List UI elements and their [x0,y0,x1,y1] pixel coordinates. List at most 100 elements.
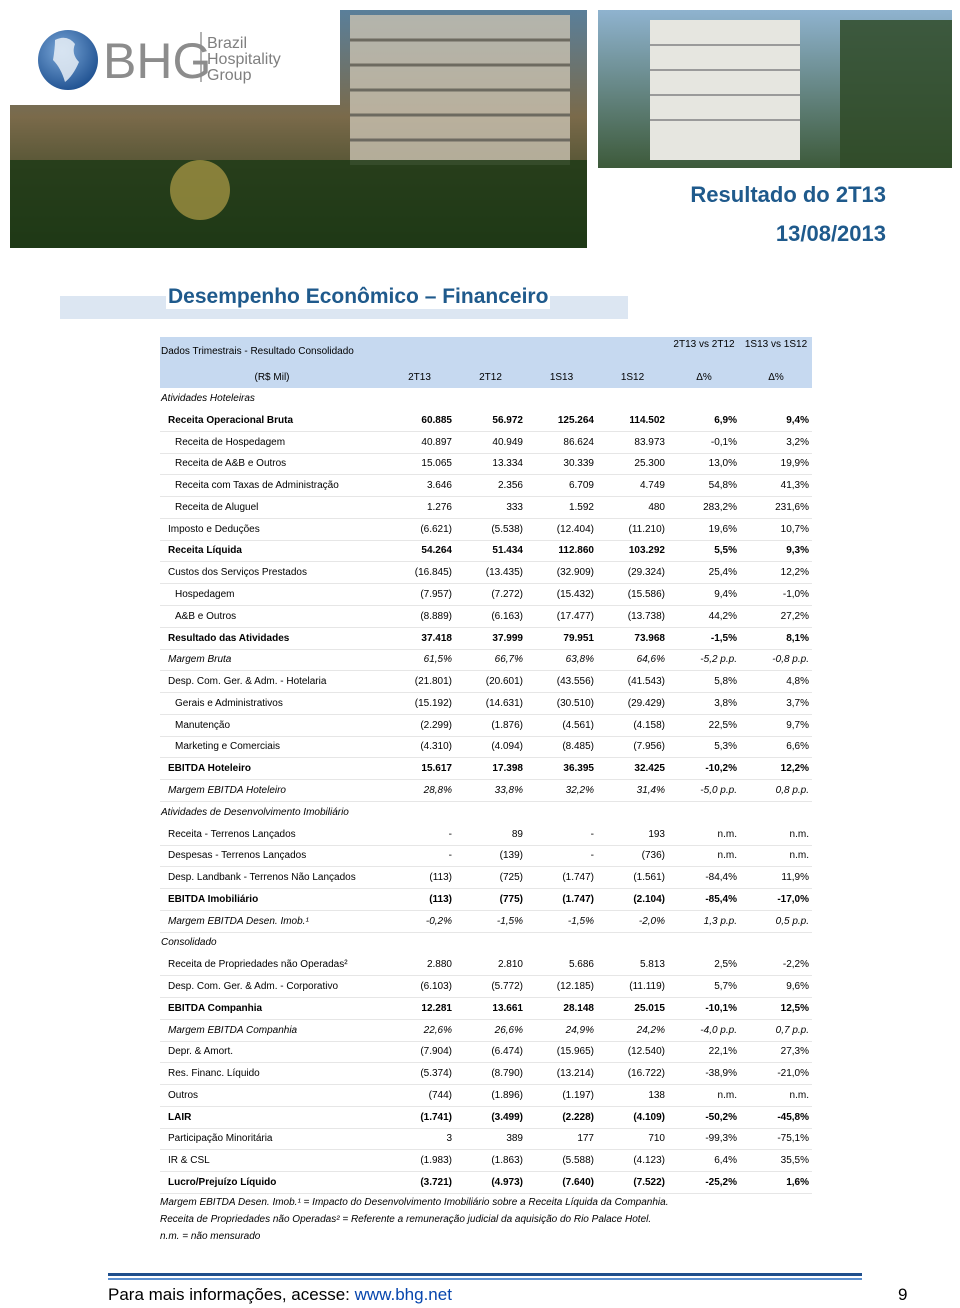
row-label: IR & CSL [168,1155,210,1167]
table-row: Receita de A&B e Outros 15.065 13.334 30.33… [160,453,812,476]
cell: (14.631) [485,697,523,709]
cell: 389 [506,1133,523,1145]
cell: (43.556) [556,676,594,688]
row-label: EBITDA Hoteleiro [168,763,251,775]
row-label: Receita de Aluguel [175,501,259,513]
note: Receita de Propriedades não Operadas² = … [160,1214,652,1225]
cell: 63,8% [565,654,594,666]
cell: 2.810 [497,959,523,971]
cell: 25.015 [634,1002,665,1014]
cell: 28,8% [423,785,452,796]
cell: -10,2% [705,763,737,775]
cell: -84,4% [705,872,737,884]
table-row: Lucro/Prejuízo Líquido (3.721) (4.973) (7.6… [160,1172,812,1194]
logo-line: Group [207,67,252,84]
cell: -5,0 p.p. [700,785,737,796]
cell: (30.510) [556,697,594,709]
table-row: Despesas - Terrenos Lançados - (139) - (736)… [160,845,812,868]
cell: n.m. [789,1089,809,1101]
table-row: Receita de Propriedades não Operadas² 2.8… [160,954,812,977]
page-number: 9 [898,1285,908,1304]
cell: (6.163) [491,610,523,622]
cell: (7.904) [420,1046,452,1058]
table-row: Res. Financ. Líquido (5.374) (8.790) (13.21… [160,1063,812,1086]
cell: 8,1% [786,632,809,644]
section-title: Desempenho Econômico – Financeiro [166,285,551,309]
row-label: Receita com Taxas de Administração [175,480,339,492]
cell: -75,1% [777,1133,809,1145]
cell: - [448,850,452,862]
cell: 31,4% [636,785,665,796]
cell: (13.435) [485,567,523,579]
column-header: 2T13 [408,372,431,383]
row-label: Receita de Hospedagem [175,436,286,448]
cell: 4,8% [786,676,809,688]
table-row: Margem Bruta 61,5% 66,7% 63,8% 64,6% -5,2 p.p… [160,649,812,672]
cell: 5,7% [714,981,737,992]
row-label: Receita - Terrenos Lançados [168,828,296,840]
cell: 24,2% [636,1024,665,1036]
cell: 60.885 [421,414,452,426]
cell: -25,2% [705,1177,737,1188]
table-row: EBITDA Companhia 12.281 13.661 28.148 25.015… [160,998,812,1020]
cell: -50,2% [705,1111,737,1123]
footer-rule [108,1273,862,1276]
cell: 9,3% [786,545,809,557]
cell: 61,5% [423,654,452,666]
cell: 15.617 [421,763,452,775]
table-row: EBITDA Hoteleiro 15.617 17.398 36.395 32.425… [160,758,812,781]
cell: (17.477) [556,610,594,622]
cell: (2.228) [562,1111,594,1123]
cell: 11,9% [781,872,809,884]
table-header [160,337,812,388]
cell: (1.747) [562,893,594,905]
cell: -0,1% [710,436,737,448]
cell: -1,5% [567,915,594,927]
footer-link[interactable]: www.bhg.net [354,1285,452,1304]
cell: (139) [499,850,523,862]
cell: -17,0% [777,893,809,905]
table-row: A&B e Outros (8.889) (6.163) (17.477) (13.73… [160,606,812,628]
row-label: Consolidado [161,937,217,949]
cell: 5,3% [714,741,737,753]
cell: 2.880 [426,959,452,971]
cell: 5.686 [568,959,594,971]
cell: 22,5% [708,719,737,731]
logo-line: Hospitality [207,51,281,68]
cell: 37.418 [421,632,452,644]
cell: 3,8% [714,697,737,709]
cell: n.m. [717,828,737,840]
report-date: 13/08/2013 [775,221,886,246]
cell: -1,5% [496,915,523,927]
cell: (4.310) [420,741,452,753]
cell: -10,1% [705,1002,737,1014]
cell: (1.561) [633,872,665,884]
cell: 0,5 p.p. [775,915,809,927]
cell: 12.281 [421,1002,452,1014]
cell: (744) [428,1089,452,1101]
cell: 13,0% [708,458,737,470]
row-label: Depr. & Amort. [168,1046,234,1058]
cell: (7.272) [491,589,523,600]
cell: 3.646 [426,480,452,492]
table-row: Receita Líquida 54.264 51.434 112.860 103.29… [160,540,812,563]
table-row: Hospedagem (7.957) (7.272) (15.432) (15.586)… [160,584,812,606]
row-label: Margem EBITDA Hoteleiro [168,785,286,796]
logo-mark: BHG [103,33,211,89]
row-label: Desp. Com. Ger. & Adm. - Corporativo [168,981,339,992]
cell: (11.210) [628,523,665,535]
cell: 19,9% [780,458,809,470]
cell: 22,6% [423,1024,452,1036]
table-row: Margem EBITDA Desen. Imob.¹ -0,2% -1,5% -1,… [160,911,812,933]
column-header: (R$ Mil) [254,372,290,383]
cell: (7.957) [420,589,452,600]
cell: n.m. [717,850,737,862]
cell: 40.897 [421,436,452,448]
cell: -45,8% [777,1111,809,1123]
cell: (4.094) [491,741,523,753]
table-row: Receita - Terrenos Lançados - 89 - 193 n.m. n.… [160,824,812,846]
row-label: Resultado das Atividades [168,632,290,644]
cell: 15.065 [421,458,452,470]
cell: 66,7% [494,654,523,666]
note: Margem EBITDA Desen. Imob.¹ = Impacto do… [160,1197,669,1208]
